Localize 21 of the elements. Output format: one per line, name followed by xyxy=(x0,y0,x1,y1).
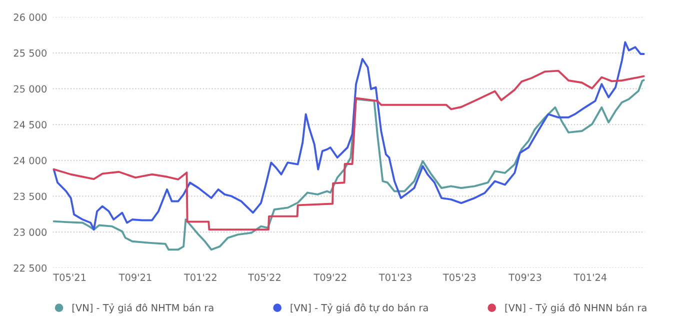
x-tick-label: T05'21 xyxy=(53,274,86,281)
x-tick-label: T01'24 xyxy=(574,274,607,281)
y-tick-label: 26 000 xyxy=(14,14,47,21)
legend-label: [VN] - Tỷ giá đô NHTM bán ra xyxy=(72,303,214,314)
y-tick-label: 23 500 xyxy=(14,192,47,200)
x-tick-label: T09'22 xyxy=(314,274,346,281)
x-tick-label: T05'23 xyxy=(442,274,476,281)
y-tick-label: 25 000 xyxy=(14,85,47,93)
x-tick-label: T01'23 xyxy=(378,274,412,281)
legend-label: [VN] - Tỷ giá đô tự do bán ra xyxy=(290,303,428,314)
x-tick-label: T01'22 xyxy=(184,274,216,281)
y-tick-label: 24 500 xyxy=(14,121,47,128)
x-tick-label: T09'23 xyxy=(508,274,542,281)
y-tick-label: 25 500 xyxy=(14,49,47,57)
legend-label: [VN] - Tỷ giá đô NHNN bán ra xyxy=(505,303,646,314)
y-tick-label: 23 000 xyxy=(14,228,47,236)
line-series xyxy=(52,79,645,251)
x-tick-label: T09'21 xyxy=(118,274,152,281)
y-tick-label: 22 500 xyxy=(14,264,47,272)
y-tick-label: 24 000 xyxy=(14,156,47,164)
x-tick-label: T05'22 xyxy=(248,274,280,281)
